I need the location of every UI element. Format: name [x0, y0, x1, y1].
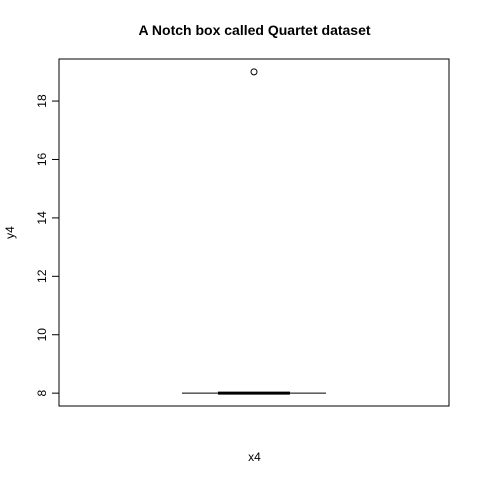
plot-frame — [58, 58, 450, 407]
y-tick-label: 16 — [35, 152, 49, 166]
y-tick-label: 18 — [35, 94, 49, 108]
outlier-point — [250, 68, 258, 76]
y-axis-label: y4 — [3, 226, 17, 239]
y-tick-label: 12 — [35, 269, 49, 283]
y-tick-label: 14 — [35, 211, 49, 225]
y-axis: 8 10 12 14 16 18 — [35, 94, 60, 396]
y-tick-label: 8 — [35, 389, 49, 396]
x-axis-label: x4 — [248, 450, 261, 464]
box-plot — [182, 68, 326, 395]
chart-title: A Notch box called Quartet dataset — [138, 22, 370, 38]
y-tick-label: 10 — [35, 328, 49, 342]
